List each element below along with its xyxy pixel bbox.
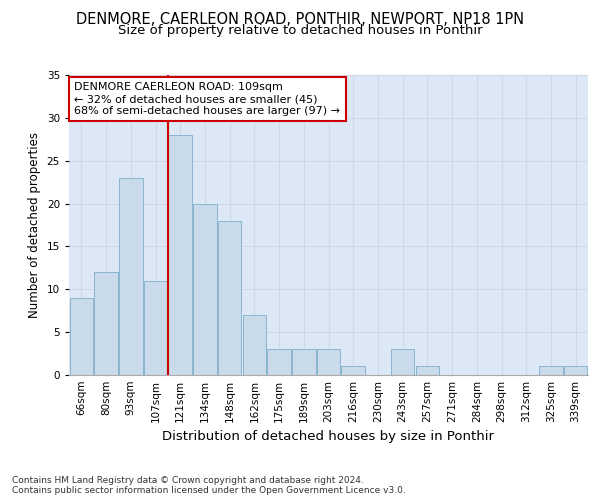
Bar	[317, 350, 340, 375]
Bar	[70, 298, 93, 375]
Bar	[94, 272, 118, 375]
Bar	[242, 315, 266, 375]
Bar	[564, 366, 587, 375]
Text: Contains HM Land Registry data © Crown copyright and database right 2024.
Contai: Contains HM Land Registry data © Crown c…	[12, 476, 406, 495]
Bar	[268, 350, 291, 375]
Bar	[119, 178, 143, 375]
Bar	[218, 220, 241, 375]
Text: DENMORE, CAERLEON ROAD, PONTHIR, NEWPORT, NP18 1PN: DENMORE, CAERLEON ROAD, PONTHIR, NEWPORT…	[76, 12, 524, 28]
Bar	[193, 204, 217, 375]
Bar	[169, 135, 192, 375]
Text: DENMORE CAERLEON ROAD: 109sqm
← 32% of detached houses are smaller (45)
68% of s: DENMORE CAERLEON ROAD: 109sqm ← 32% of d…	[74, 82, 340, 116]
Bar	[391, 350, 415, 375]
Bar	[341, 366, 365, 375]
Y-axis label: Number of detached properties: Number of detached properties	[28, 132, 41, 318]
X-axis label: Distribution of detached houses by size in Ponthir: Distribution of detached houses by size …	[163, 430, 494, 444]
Bar	[144, 280, 167, 375]
Bar	[292, 350, 316, 375]
Bar	[416, 366, 439, 375]
Bar	[539, 366, 563, 375]
Text: Size of property relative to detached houses in Ponthir: Size of property relative to detached ho…	[118, 24, 482, 37]
